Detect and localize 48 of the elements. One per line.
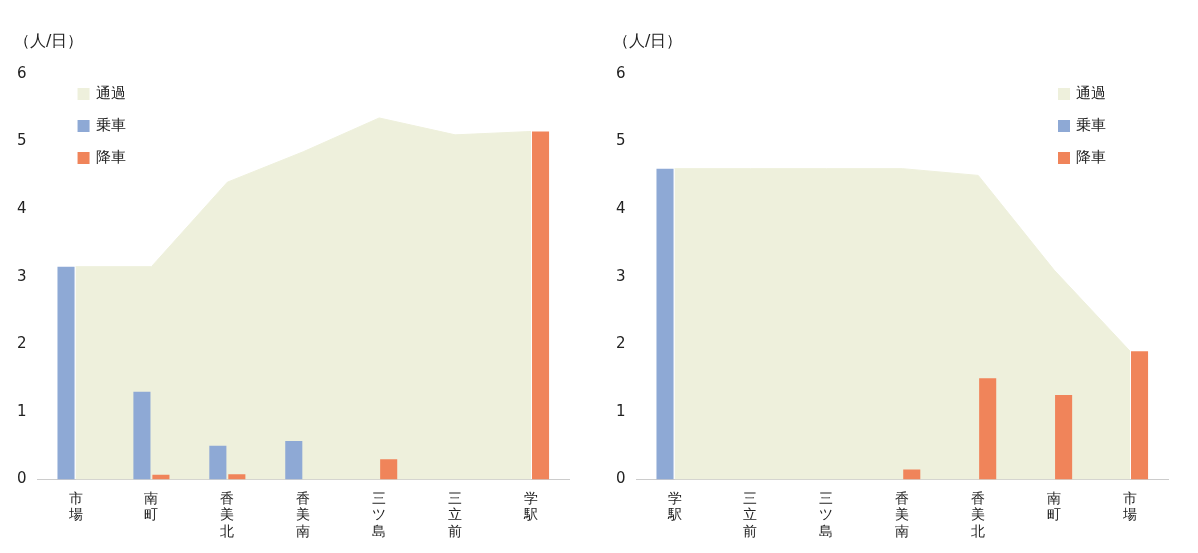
bar bbox=[380, 459, 398, 480]
x-tick-label: 学駅 bbox=[666, 489, 682, 523]
x-tick-label: 香美南 bbox=[296, 489, 311, 540]
bar bbox=[903, 469, 921, 480]
y-tick-label: 4 bbox=[17, 199, 27, 218]
legend-label: 降車 bbox=[1076, 147, 1106, 166]
bar bbox=[656, 168, 674, 480]
x-tick-label: 三ツ島 bbox=[819, 489, 834, 540]
bar bbox=[1055, 395, 1073, 480]
y-tick-label: 3 bbox=[17, 266, 27, 285]
y-tick-label: 5 bbox=[17, 131, 27, 150]
y-tick-label: 6 bbox=[17, 63, 27, 82]
x-tick-label: 香美北 bbox=[220, 489, 235, 540]
x-tick-label: 三ツ島 bbox=[372, 489, 387, 540]
y-tick-label: 5 bbox=[616, 131, 626, 150]
y-tick-label: 0 bbox=[616, 469, 626, 488]
legend-label: 通過 bbox=[1076, 83, 1106, 102]
bar bbox=[57, 266, 75, 480]
x-tick-label: 三立前 bbox=[448, 489, 463, 540]
bar bbox=[209, 445, 227, 480]
bar bbox=[133, 391, 151, 480]
x-tick-label: 南町 bbox=[144, 489, 159, 523]
y-tick-label: 1 bbox=[616, 401, 626, 420]
y-tick-label: 4 bbox=[616, 199, 626, 218]
legend-label: 通過 bbox=[95, 83, 126, 102]
y-tick-label: 3 bbox=[616, 266, 626, 285]
bar bbox=[531, 131, 550, 480]
y-axis-title: （人/日） bbox=[613, 31, 683, 51]
x-tick-label: 香美南 bbox=[895, 489, 910, 540]
y-tick-label: 0 bbox=[17, 469, 27, 488]
bar bbox=[228, 474, 246, 480]
y-tick-label: 2 bbox=[616, 334, 626, 353]
legend-label: 乗車 bbox=[95, 115, 126, 134]
x-tick-label: 香美北 bbox=[971, 489, 986, 540]
bar bbox=[1130, 351, 1149, 480]
y-axis-title: （人/日） bbox=[14, 31, 84, 51]
y-tick-label: 6 bbox=[616, 63, 626, 82]
y-tick-label: 2 bbox=[17, 334, 27, 353]
bar bbox=[979, 378, 997, 480]
x-tick-label: 南町 bbox=[1047, 489, 1062, 523]
legend-label: 乗車 bbox=[1076, 115, 1106, 134]
legend-label: 降車 bbox=[95, 147, 126, 166]
x-tick-label: 三立前 bbox=[743, 489, 758, 540]
bar bbox=[285, 441, 303, 480]
x-tick-label: 学駅 bbox=[523, 489, 539, 523]
y-tick-label: 1 bbox=[17, 401, 27, 420]
x-tick-label: 市場 bbox=[67, 489, 83, 523]
x-tick-label: 市場 bbox=[1122, 489, 1138, 523]
